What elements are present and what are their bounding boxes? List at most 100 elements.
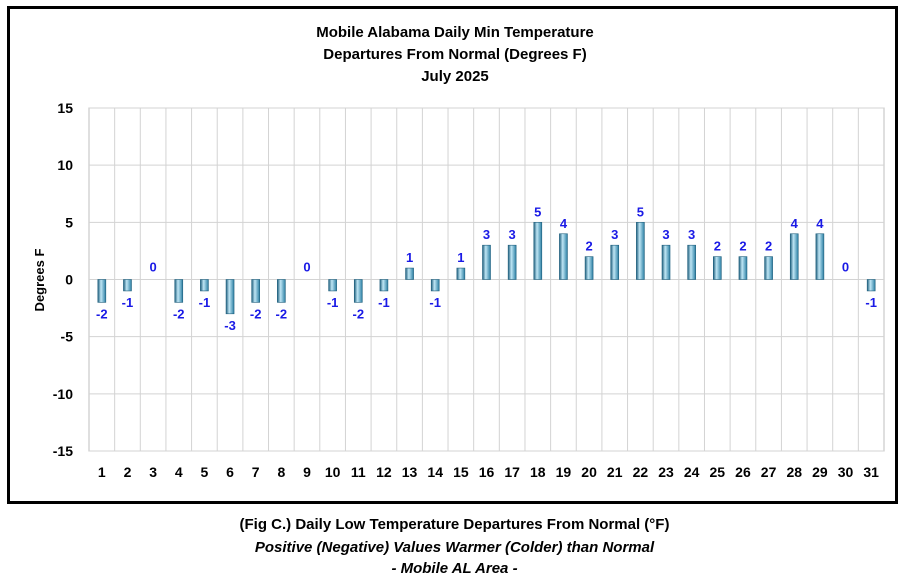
- y-tick-label: -5: [61, 329, 74, 345]
- x-tick-label: 15: [453, 464, 469, 480]
- data-label: 0: [149, 260, 156, 275]
- data-label: 2: [714, 239, 721, 254]
- x-tick-label: 3: [149, 464, 157, 480]
- data-label: 0: [842, 260, 849, 275]
- bar: [866, 279, 876, 292]
- x-tick-label: 19: [556, 464, 572, 480]
- y-tick-label: 0: [65, 272, 73, 288]
- x-tick-label: 18: [530, 464, 546, 480]
- bar: [559, 233, 568, 280]
- data-label: -1: [378, 295, 390, 310]
- data-label: 5: [534, 204, 541, 219]
- bar: [764, 256, 773, 280]
- data-label: 3: [688, 227, 695, 242]
- y-tick-label: 15: [57, 100, 73, 116]
- bar: [353, 279, 363, 303]
- x-tick-label: 28: [786, 464, 802, 480]
- x-tick-label: 2: [124, 464, 132, 480]
- data-label: 3: [662, 227, 669, 242]
- data-label: -1: [122, 295, 134, 310]
- bar: [225, 279, 235, 315]
- data-label: 4: [560, 216, 568, 231]
- bar: [277, 279, 286, 303]
- data-label: -1: [429, 295, 441, 310]
- x-tick-label: 17: [504, 464, 520, 480]
- data-label: 2: [585, 239, 592, 254]
- x-tick-label: 7: [252, 464, 260, 480]
- x-tick-label: 10: [325, 464, 341, 480]
- x-tick-label: 5: [201, 464, 209, 480]
- x-tick-label: 31: [863, 464, 879, 480]
- data-label: -2: [352, 306, 364, 321]
- data-label: -2: [173, 306, 185, 321]
- chart: Mobile Alabama Daily Min Temperature Dep…: [32, 24, 885, 480]
- caption-line-2: Positive (Negative) Values Warmer (Colde…: [254, 539, 655, 556]
- data-label: 3: [509, 227, 516, 242]
- x-tick-label: 14: [427, 464, 443, 480]
- x-tick-label: 20: [581, 464, 597, 480]
- x-tick-label: 1: [98, 464, 106, 480]
- data-label: -3: [224, 318, 236, 333]
- bar: [251, 279, 260, 303]
- data-label: 2: [765, 239, 772, 254]
- bar: [430, 279, 440, 292]
- data-label: 4: [816, 216, 824, 231]
- bar: [174, 279, 184, 303]
- x-tick-label: 13: [402, 464, 418, 480]
- bar: [379, 279, 389, 292]
- x-tick-label: 22: [633, 464, 649, 480]
- bar: [123, 279, 132, 292]
- data-label: -2: [96, 306, 108, 321]
- x-tick-label: 24: [684, 464, 700, 480]
- caption-line-3: - Mobile AL Area -: [391, 560, 518, 577]
- chart-title-line-1: Mobile Alabama Daily Min Temperature: [316, 24, 594, 41]
- data-label: 1: [457, 250, 464, 265]
- bar: [738, 256, 748, 280]
- bar: [584, 256, 594, 280]
- x-tick-label: 4: [175, 464, 183, 480]
- data-label: -1: [199, 295, 211, 310]
- caption-line-1: (Fig C.) Daily Low Temperature Departure…: [239, 516, 670, 533]
- bar: [636, 222, 645, 280]
- bar: [661, 244, 671, 280]
- bar: [200, 279, 209, 292]
- x-tick-label: 27: [761, 464, 777, 480]
- bar: [533, 222, 543, 280]
- data-label: 2: [739, 239, 746, 254]
- bar: [482, 244, 491, 280]
- x-tick-label: 9: [303, 464, 311, 480]
- bar: [507, 244, 517, 280]
- data-label: 3: [483, 227, 490, 242]
- bar: [456, 267, 466, 280]
- x-tick-label: 21: [607, 464, 623, 480]
- chart-title-line-2: Departures From Normal (Degrees F): [323, 46, 586, 63]
- bar-layer: -2 -1 0 -2 -1 -3 -2 -2 0 -1 -2 -1 1 -1 1 3 3 5 4 2 3 5 3 3 2 2 2 4 4…: [96, 204, 877, 332]
- bar: [610, 244, 620, 280]
- bar: [405, 267, 414, 280]
- data-label: 3: [611, 227, 618, 242]
- data-label: 1: [406, 250, 413, 265]
- data-label: -2: [276, 306, 288, 321]
- x-tick-label: 29: [812, 464, 828, 480]
- x-tick-label: 25: [710, 464, 726, 480]
- bar: [328, 279, 337, 292]
- x-tick-label: 30: [838, 464, 854, 480]
- y-tick-label: 5: [65, 214, 73, 230]
- x-tick-label: 16: [479, 464, 495, 480]
- bar: [97, 279, 107, 303]
- chart-title-line-3: July 2025: [421, 68, 489, 85]
- bar: [815, 233, 825, 280]
- data-label: -1: [865, 295, 877, 310]
- x-tick-label: 8: [277, 464, 285, 480]
- x-tick-label: 23: [658, 464, 674, 480]
- x-tick-label: 11: [351, 464, 366, 480]
- bar: [789, 233, 799, 280]
- grid-layer: [89, 107, 884, 452]
- data-label: -1: [327, 295, 339, 310]
- y-tick-label: 10: [57, 157, 73, 173]
- y-tick-label: -10: [53, 386, 73, 402]
- bar: [687, 244, 696, 280]
- x-tick-label: 6: [226, 464, 234, 480]
- y-axis-label: Degrees F: [32, 249, 47, 312]
